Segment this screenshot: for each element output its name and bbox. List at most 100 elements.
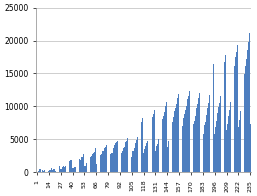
Bar — [116, 142, 117, 172]
Bar — [84, 166, 85, 172]
Bar — [224, 62, 225, 172]
Bar — [59, 166, 60, 172]
Bar — [241, 106, 242, 172]
Bar — [177, 98, 178, 172]
Bar — [165, 106, 166, 172]
Bar — [91, 156, 92, 172]
Bar — [81, 157, 82, 172]
Bar — [142, 118, 143, 172]
Bar — [136, 140, 137, 172]
Bar — [196, 108, 197, 172]
Bar — [208, 103, 209, 172]
Bar — [186, 106, 187, 172]
Bar — [231, 96, 232, 172]
Bar — [132, 151, 133, 172]
Bar — [146, 143, 147, 172]
Bar — [125, 142, 126, 172]
Bar — [80, 160, 81, 172]
Bar — [235, 57, 236, 172]
Bar — [61, 169, 62, 172]
Bar — [173, 117, 174, 172]
Bar — [247, 50, 248, 172]
Bar — [197, 104, 198, 172]
Bar — [172, 122, 173, 172]
Bar — [124, 147, 125, 172]
Bar — [43, 171, 44, 172]
Bar — [194, 121, 195, 172]
Bar — [100, 155, 101, 172]
Bar — [123, 149, 124, 172]
Bar — [64, 167, 65, 172]
Bar — [178, 94, 179, 172]
Bar — [121, 153, 122, 172]
Bar — [147, 141, 148, 172]
Bar — [162, 119, 163, 172]
Bar — [79, 159, 80, 172]
Bar — [103, 151, 104, 172]
Bar — [74, 167, 75, 172]
Bar — [46, 169, 47, 172]
Bar — [230, 102, 231, 172]
Bar — [175, 108, 176, 172]
Bar — [184, 114, 185, 172]
Bar — [133, 151, 134, 172]
Bar — [167, 147, 168, 172]
Bar — [102, 151, 103, 172]
Bar — [114, 145, 115, 172]
Bar — [105, 147, 106, 172]
Bar — [207, 108, 208, 172]
Bar — [62, 167, 63, 172]
Bar — [206, 115, 207, 172]
Bar — [40, 169, 41, 172]
Bar — [75, 167, 76, 172]
Bar — [109, 159, 110, 172]
Bar — [85, 166, 86, 172]
Bar — [182, 126, 183, 172]
Bar — [240, 112, 241, 172]
Bar — [94, 152, 95, 172]
Bar — [211, 84, 212, 172]
Bar — [185, 110, 186, 172]
Bar — [56, 167, 57, 172]
Bar — [96, 164, 97, 172]
Bar — [82, 157, 83, 172]
Bar — [151, 123, 152, 172]
Bar — [152, 117, 153, 172]
Bar — [249, 33, 250, 172]
Bar — [90, 157, 91, 172]
Bar — [60, 169, 61, 172]
Bar — [50, 170, 51, 172]
Bar — [220, 96, 221, 172]
Bar — [145, 146, 146, 172]
Bar — [39, 169, 40, 172]
Bar — [115, 143, 116, 172]
Bar — [229, 110, 230, 172]
Bar — [168, 141, 169, 172]
Bar — [69, 161, 70, 172]
Bar — [76, 162, 77, 172]
Bar — [183, 118, 184, 172]
Bar — [239, 120, 240, 172]
Bar — [174, 111, 175, 172]
Bar — [156, 146, 157, 172]
Bar — [248, 42, 249, 172]
Bar — [122, 151, 123, 172]
Bar — [217, 113, 218, 172]
Bar — [106, 145, 107, 172]
Bar — [225, 55, 226, 172]
Bar — [157, 144, 158, 172]
Bar — [66, 166, 67, 172]
Bar — [237, 45, 238, 172]
Bar — [218, 107, 219, 172]
Bar — [134, 148, 135, 172]
Bar — [154, 110, 155, 172]
Bar — [204, 125, 205, 172]
Bar — [49, 170, 50, 172]
Bar — [55, 171, 56, 172]
Bar — [93, 153, 94, 172]
Bar — [92, 154, 93, 172]
Bar — [226, 130, 227, 172]
Bar — [214, 134, 215, 172]
Bar — [195, 115, 196, 172]
Bar — [42, 170, 43, 172]
